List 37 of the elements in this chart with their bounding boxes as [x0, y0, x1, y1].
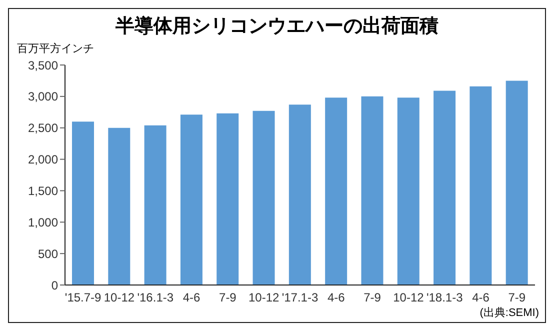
- bar: [397, 98, 420, 285]
- bar: [180, 114, 202, 285]
- bar: [361, 96, 384, 285]
- bar: [144, 125, 166, 285]
- bar: [325, 98, 348, 285]
- bar: [434, 90, 456, 285]
- x-tick-label: 10-12: [393, 290, 424, 305]
- x-tick-label: 10-12: [248, 290, 280, 305]
- y-tick-label: 0: [51, 278, 58, 292]
- y-tick-label: 500: [38, 246, 58, 261]
- y-axis-title: 百万平方インチ: [17, 42, 94, 56]
- bar: [108, 128, 130, 285]
- text: (出典:SEMI): [480, 306, 539, 320]
- bar: [470, 86, 492, 285]
- x-tick-label: 4-6: [327, 290, 346, 305]
- x-tick-label: '18.1-3: [426, 290, 464, 305]
- x-tick-label: 7-9: [508, 290, 526, 305]
- y-tick-label: 1,500: [28, 184, 58, 198]
- x-tick-label: 4-6: [472, 290, 490, 305]
- y-tick-label: 3,500: [28, 58, 58, 72]
- y-tick-label: 2,500: [28, 121, 58, 136]
- x-tick-label: '15.7-9: [64, 290, 102, 305]
- x-tick-label: 10-12: [104, 290, 135, 305]
- x-tick-label: '16.1-3: [137, 290, 174, 305]
- bar: [252, 110, 275, 285]
- y-tick-label: 3,000: [28, 90, 58, 104]
- x-tick-label: 4-6: [182, 290, 201, 305]
- x-tick-label: 7-9: [364, 290, 382, 305]
- y-tick-label: 1,000: [28, 215, 58, 230]
- bar: [216, 113, 239, 285]
- chart-title: 半導体用シリコンウエハーの出荷面積: [114, 14, 440, 39]
- bar: [288, 104, 311, 285]
- bar: [72, 122, 94, 285]
- x-tick-label: 7-9: [219, 290, 237, 305]
- bar: [506, 80, 528, 285]
- x-tick-label: '17.1-3: [282, 290, 318, 305]
- y-tick-label: 2,000: [28, 152, 58, 167]
